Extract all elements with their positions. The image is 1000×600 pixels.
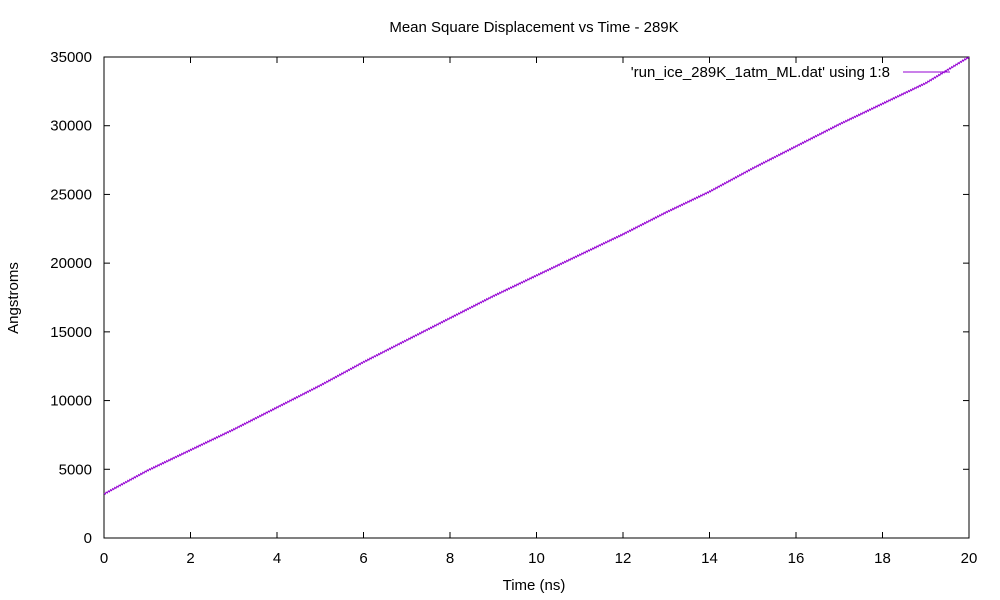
y-axis: 0 5000 10000 15000 20000 25000 30000 35000 bbox=[50, 49, 969, 547]
y-tick-label: 10000 bbox=[50, 393, 92, 410]
series-line bbox=[103, 56, 970, 496]
y-tick-label: 15000 bbox=[50, 324, 92, 341]
x-tick-label: 4 bbox=[273, 550, 281, 567]
x-tick-label: 20 bbox=[961, 550, 978, 567]
legend-label: 'run_ice_289K_1atm_ML.dat' using 1:8 bbox=[631, 64, 890, 81]
y-tick-label: 25000 bbox=[50, 186, 92, 203]
y-tick-label: 30000 bbox=[50, 118, 92, 135]
x-tick-label: 6 bbox=[359, 550, 367, 567]
x-tick-label: 16 bbox=[788, 550, 805, 567]
legend: 'run_ice_289K_1atm_ML.dat' using 1:8 bbox=[631, 64, 950, 81]
y-axis-label: Angstroms bbox=[5, 262, 22, 334]
plot-area-border bbox=[103, 56, 970, 539]
x-axis-label: Time (ns) bbox=[503, 577, 566, 594]
x-axis: 0 2 4 6 8 10 12 14 16 18 20 bbox=[100, 57, 978, 567]
x-tick-label: 14 bbox=[701, 550, 718, 567]
x-tick-label: 8 bbox=[446, 550, 454, 567]
chart-title: Mean Square Displacement vs Time - 289K bbox=[389, 19, 678, 36]
x-tick-label: 12 bbox=[615, 550, 632, 567]
x-tick-label: 0 bbox=[100, 550, 108, 567]
y-tick-label: 5000 bbox=[59, 461, 92, 478]
y-tick-label: 0 bbox=[84, 530, 92, 547]
x-tick-label: 10 bbox=[528, 550, 545, 567]
y-tick-label: 35000 bbox=[50, 49, 92, 66]
x-tick-label: 18 bbox=[874, 550, 891, 567]
x-tick-label: 2 bbox=[186, 550, 194, 567]
y-tick-label: 20000 bbox=[50, 255, 92, 272]
